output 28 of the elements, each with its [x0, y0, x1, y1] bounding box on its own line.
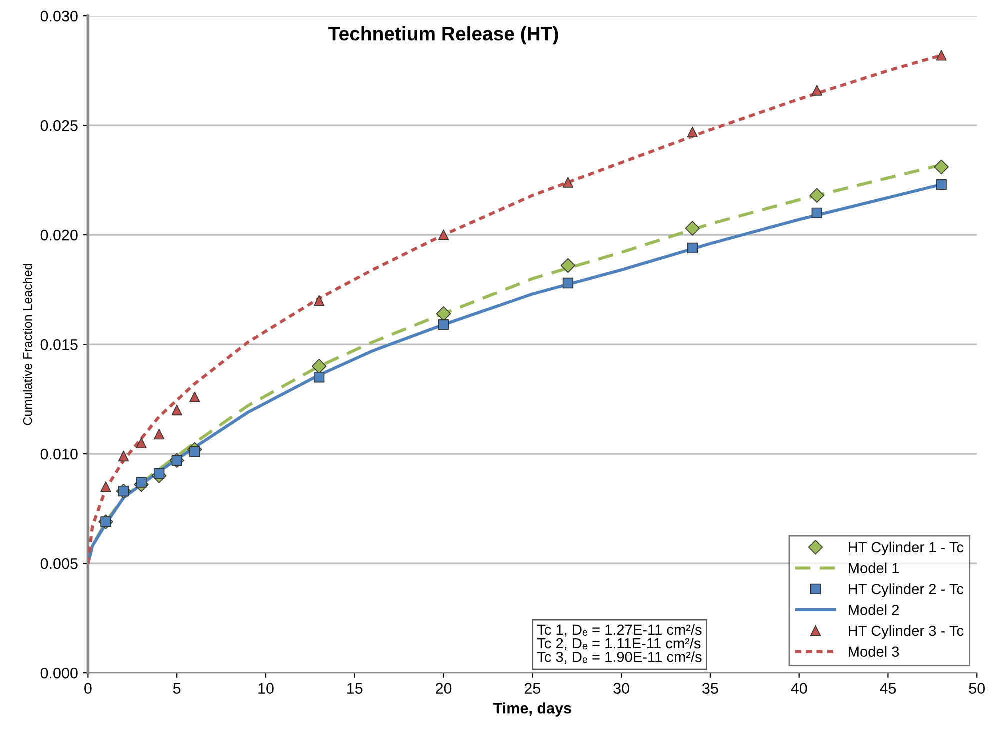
legend-label: HT Cylinder 1 - Tc: [849, 542, 964, 556]
x-tick-label: 40: [791, 683, 808, 694]
x-tick-label: 15: [348, 683, 363, 694]
y-tick-label: 0.010: [40, 448, 78, 460]
y-tick-label: 0.030: [40, 10, 78, 22]
x-tick-label: 10: [258, 683, 274, 694]
x-tick-label: 35: [702, 683, 718, 694]
x-tick-label: 5: [173, 683, 181, 694]
y-tick-label: 0.015: [40, 339, 78, 350]
y-tick-label: 0.025: [40, 120, 78, 132]
y-tick-label: 0.000: [40, 668, 78, 679]
x-axis-title: Time, days: [493, 702, 572, 717]
x-tick-label: 30: [614, 683, 630, 694]
annotation: Tc 1, Dₑ = 1.27E-11 cm²/s Tc 2, Dₑ = 1.11E-11 cm²/s Tc 3, Dₑ = 1.90E-11 cm²/s: [537, 624, 702, 664]
legend-label: Model 3: [849, 646, 900, 658]
legend-label: HT Cylinder 2 - Tc: [849, 584, 964, 598]
text: Technetium Release (HT): [328, 26, 558, 45]
y-axis-title: Cumulative Fraction Leached: [23, 264, 32, 426]
x-tick-label: 50: [969, 683, 986, 694]
x-tick-label: 20: [436, 683, 452, 694]
x-tick-label: 0: [84, 683, 92, 694]
y-tick-label: 0.020: [40, 230, 78, 241]
legend-label: Model 1: [849, 562, 900, 574]
x-tick-label: 45: [880, 683, 896, 694]
x-tick-label: 25: [524, 683, 541, 694]
legend-label: HT Cylinder 3 - Tc: [849, 625, 964, 640]
y-tick-label: 0.005: [40, 558, 78, 570]
legend-label: Model 2: [849, 604, 899, 616]
